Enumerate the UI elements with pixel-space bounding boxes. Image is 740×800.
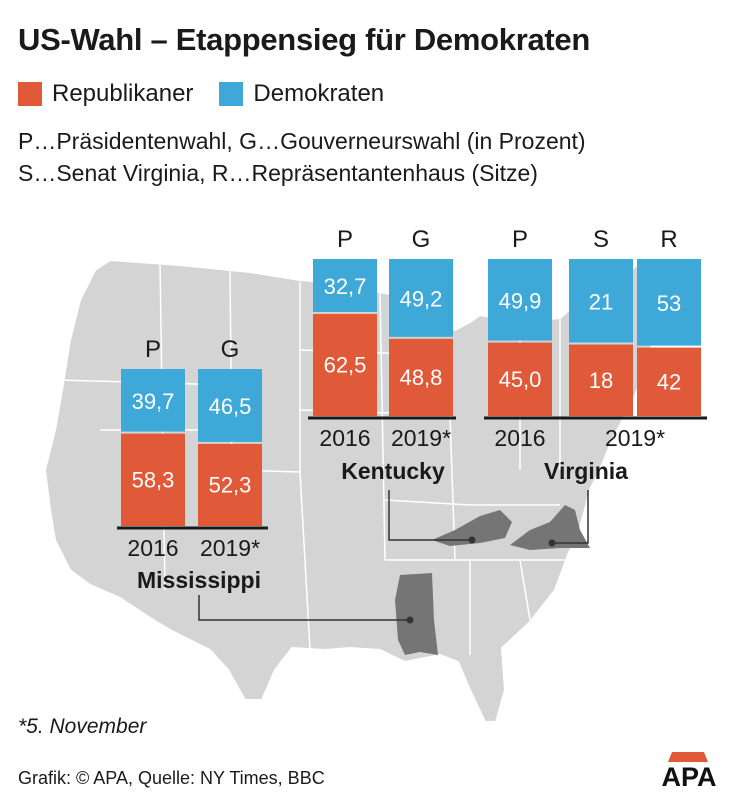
apa-logo-mark xyxy=(668,752,708,762)
leader-dot-kentucky xyxy=(468,536,476,544)
legend: Republikaner Demokraten xyxy=(18,80,410,108)
state-virginia-shape xyxy=(510,505,590,550)
label-mississippi-g-republicans: 52,3 xyxy=(209,472,252,497)
label-virginia-s-republicans: 18 xyxy=(589,368,613,393)
legend-swatch-democrats xyxy=(219,82,244,106)
legend-label-republicans: Republikaner xyxy=(52,80,194,107)
bar-mississippi-g-republicans xyxy=(198,443,262,526)
bar-virginia-s-republicans xyxy=(569,344,633,416)
label-mississippi-g-democrats: 46,5 xyxy=(209,394,252,419)
code-virginia-r: R xyxy=(660,226,677,253)
leader-dot-mississippi xyxy=(406,616,414,624)
bar-kentucky-g-republicans xyxy=(389,338,453,416)
label-virginia-r-republicans: 42 xyxy=(657,369,681,394)
bar-virginia-s-democrats xyxy=(569,259,633,343)
label-virginia-s-democrats: 21 xyxy=(589,289,613,314)
code-virginia-s: S xyxy=(593,226,609,253)
year-label-mississippi-0: 2016 xyxy=(127,535,178,561)
legend-item-democrats: Demokraten xyxy=(219,80,384,108)
year-label-virginia-0: 2016 xyxy=(494,425,545,451)
apa-logo: APA xyxy=(661,752,717,792)
label-kentucky-g-democrats: 49,2 xyxy=(400,286,443,311)
bar-mississippi-g-democrats xyxy=(198,369,262,442)
year-label-kentucky-0: 2016 xyxy=(319,425,370,451)
leader-line-mississippi xyxy=(198,595,410,621)
label-mississippi-p-democrats: 39,7 xyxy=(132,389,175,414)
state-label-kentucky: Kentucky xyxy=(341,458,445,484)
legend-swatch-republicans xyxy=(18,82,42,106)
code-mississippi-p: P xyxy=(145,336,161,363)
bar-mississippi-p-republicans xyxy=(121,433,185,526)
note-line-1: P…Präsidentenwahl, G…Gouverneurswahl (in… xyxy=(18,128,586,154)
bar-virginia-p-republicans xyxy=(488,342,552,416)
label-kentucky-g-republicans: 48,8 xyxy=(400,365,443,390)
leader-line-kentucky xyxy=(388,490,472,541)
state-label-virginia: Virginia xyxy=(544,458,628,484)
year-label-virginia-1: 2019* xyxy=(605,425,665,451)
leader-line-virginia xyxy=(552,490,589,544)
bar-virginia-r-republicans xyxy=(637,347,701,416)
leader-dot-virginia xyxy=(548,539,556,547)
code-mississippi-g: G xyxy=(221,336,240,363)
bar-mississippi-p-democrats xyxy=(121,369,185,432)
footnote: *5. November xyxy=(18,715,147,738)
legend-item-republicans: Republikaner xyxy=(18,80,193,108)
label-kentucky-p-democrats: 32,7 xyxy=(324,274,367,299)
apa-logo-text: APA xyxy=(661,762,716,792)
bar-kentucky-p-democrats xyxy=(313,259,377,312)
bar-kentucky-g-democrats xyxy=(389,259,453,337)
label-virginia-r-democrats: 53 xyxy=(657,291,681,316)
label-virginia-p-republicans: 45,0 xyxy=(499,367,542,392)
code-virginia-p: P xyxy=(512,226,528,253)
label-mississippi-p-republicans: 58,3 xyxy=(132,467,175,492)
year-label-mississippi-1: 2019* xyxy=(200,535,260,561)
year-label-kentucky-1: 2019* xyxy=(391,425,451,451)
chart-title: US-Wahl – Etappensieg für Demokraten xyxy=(18,22,590,57)
code-kentucky-p: P xyxy=(337,226,353,253)
bar-virginia-p-democrats xyxy=(488,259,552,341)
state-mississippi-shape xyxy=(395,573,438,655)
note-line-2: S…Senat Virginia, R…Repräsentantenhaus (… xyxy=(18,160,538,186)
state-label-mississippi: Mississippi xyxy=(137,567,261,593)
bars-layer: 39,7 58,3 P 46,5 52,3 G 2016 2019* Mississippi 32… xyxy=(117,226,707,593)
leader-lines xyxy=(198,490,589,621)
bar-kentucky-p-republicans xyxy=(313,313,377,416)
source-credit: Grafik: © APA, Quelle: NY Times, BBC xyxy=(18,768,325,788)
leader-dots xyxy=(406,536,556,624)
state-kentucky-shape xyxy=(432,510,512,546)
legend-label-democrats: Demokraten xyxy=(253,80,385,107)
label-kentucky-p-republicans: 62,5 xyxy=(324,352,367,377)
bar-virginia-r-democrats xyxy=(637,259,701,346)
label-virginia-p-democrats: 49,9 xyxy=(499,288,542,313)
code-kentucky-g: G xyxy=(412,226,431,253)
